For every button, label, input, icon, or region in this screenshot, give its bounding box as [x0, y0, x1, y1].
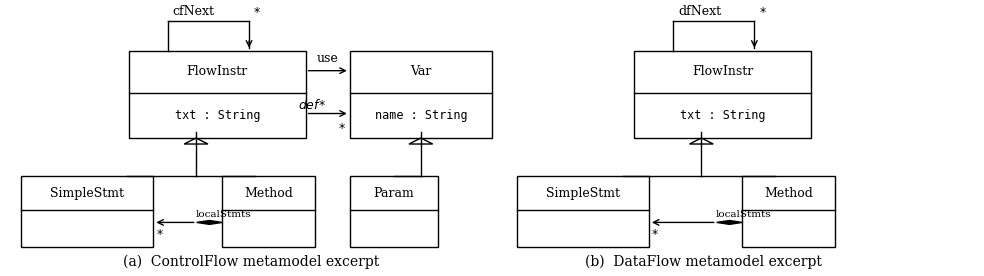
- Text: SimpleStmt: SimpleStmt: [546, 187, 620, 200]
- Text: (b)  DataFlow metamodel excerpt: (b) DataFlow metamodel excerpt: [584, 255, 822, 269]
- Polygon shape: [197, 221, 222, 224]
- Text: (a)  ControlFlow metamodel excerpt: (a) ControlFlow metamodel excerpt: [123, 255, 380, 269]
- Text: Var: Var: [410, 65, 432, 78]
- Text: *: *: [338, 122, 344, 135]
- Bar: [349, 51, 492, 138]
- Text: txt : String: txt : String: [680, 109, 766, 122]
- Text: Method: Method: [244, 187, 293, 200]
- Text: Param: Param: [374, 187, 414, 200]
- Text: cfNext: cfNext: [173, 5, 215, 18]
- Bar: [21, 176, 154, 247]
- Text: name : String: name : String: [375, 109, 467, 122]
- Text: *: *: [760, 6, 766, 19]
- Text: FlowInstr: FlowInstr: [187, 65, 248, 78]
- Text: FlowInstr: FlowInstr: [692, 65, 753, 78]
- Bar: [742, 176, 835, 247]
- Text: *: *: [254, 6, 260, 19]
- Text: use: use: [317, 52, 338, 65]
- Bar: [349, 176, 438, 247]
- Bar: [129, 51, 306, 138]
- Bar: [222, 176, 316, 247]
- Text: localStmts: localStmts: [196, 210, 251, 219]
- Bar: [517, 176, 649, 247]
- Text: *: *: [156, 229, 162, 242]
- Text: localStmts: localStmts: [715, 210, 771, 219]
- Text: dfNext: dfNext: [678, 5, 721, 18]
- Polygon shape: [716, 221, 742, 224]
- Text: Method: Method: [765, 187, 813, 200]
- Text: SimpleStmt: SimpleStmt: [50, 187, 124, 200]
- Text: $def$*: $def$*: [298, 98, 326, 112]
- Text: txt : String: txt : String: [174, 109, 260, 122]
- Bar: [635, 51, 811, 138]
- Text: *: *: [652, 229, 658, 242]
